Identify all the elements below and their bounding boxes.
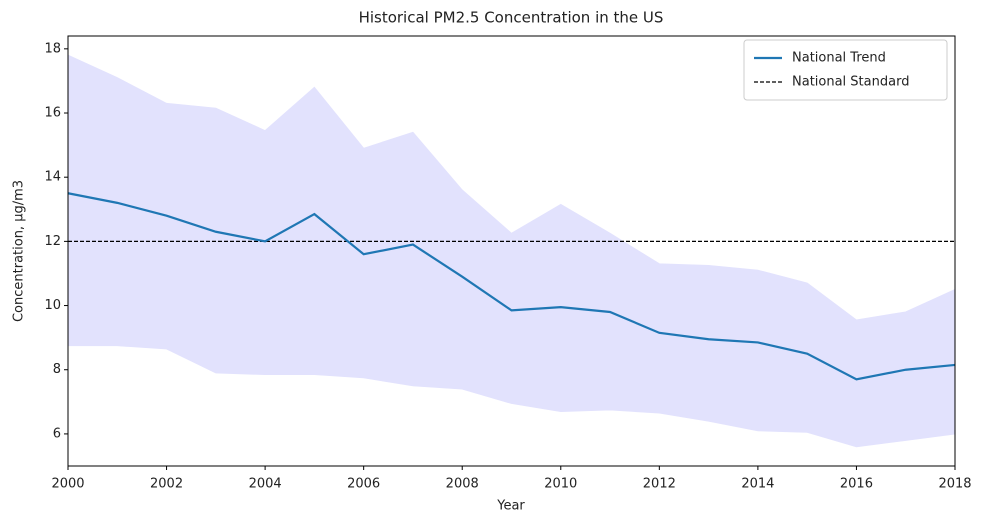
chart-title: Historical PM2.5 Concentration in the US <box>359 9 664 27</box>
x-tick-label: 2004 <box>249 477 282 492</box>
plot-frame <box>67 35 956 467</box>
x-tick-label: 2010 <box>544 477 577 492</box>
x-tick-label: 2012 <box>643 477 676 492</box>
y-tick-label: 6 <box>53 426 61 441</box>
y-tick-label: 12 <box>44 234 61 249</box>
x-tick-label: 2006 <box>347 477 380 492</box>
x-tick-label: 2018 <box>938 477 971 492</box>
x-tick-label: 2002 <box>150 477 183 492</box>
legend: National Trend National Standard <box>743 39 948 101</box>
legend-label: National Trend <box>792 51 886 66</box>
x-tick-label: 2016 <box>840 477 873 492</box>
y-tick-label: 18 <box>44 41 61 56</box>
legend-box <box>743 39 948 101</box>
x-axis-label: Year <box>496 499 525 514</box>
y-tick-label: 8 <box>53 362 61 377</box>
legend-label: National Standard <box>792 75 909 90</box>
y-tick-label: 10 <box>44 298 61 313</box>
trend-line <box>67 192 956 381</box>
x-tick-label: 2014 <box>741 477 774 492</box>
y-tick-label: 16 <box>44 106 61 121</box>
y-tick-label: 14 <box>44 170 61 185</box>
y-axis-label: Concentration, µg/m3 <box>12 180 27 322</box>
x-tick-label: 2008 <box>446 477 479 492</box>
x-tick-label: 2000 <box>51 477 84 492</box>
